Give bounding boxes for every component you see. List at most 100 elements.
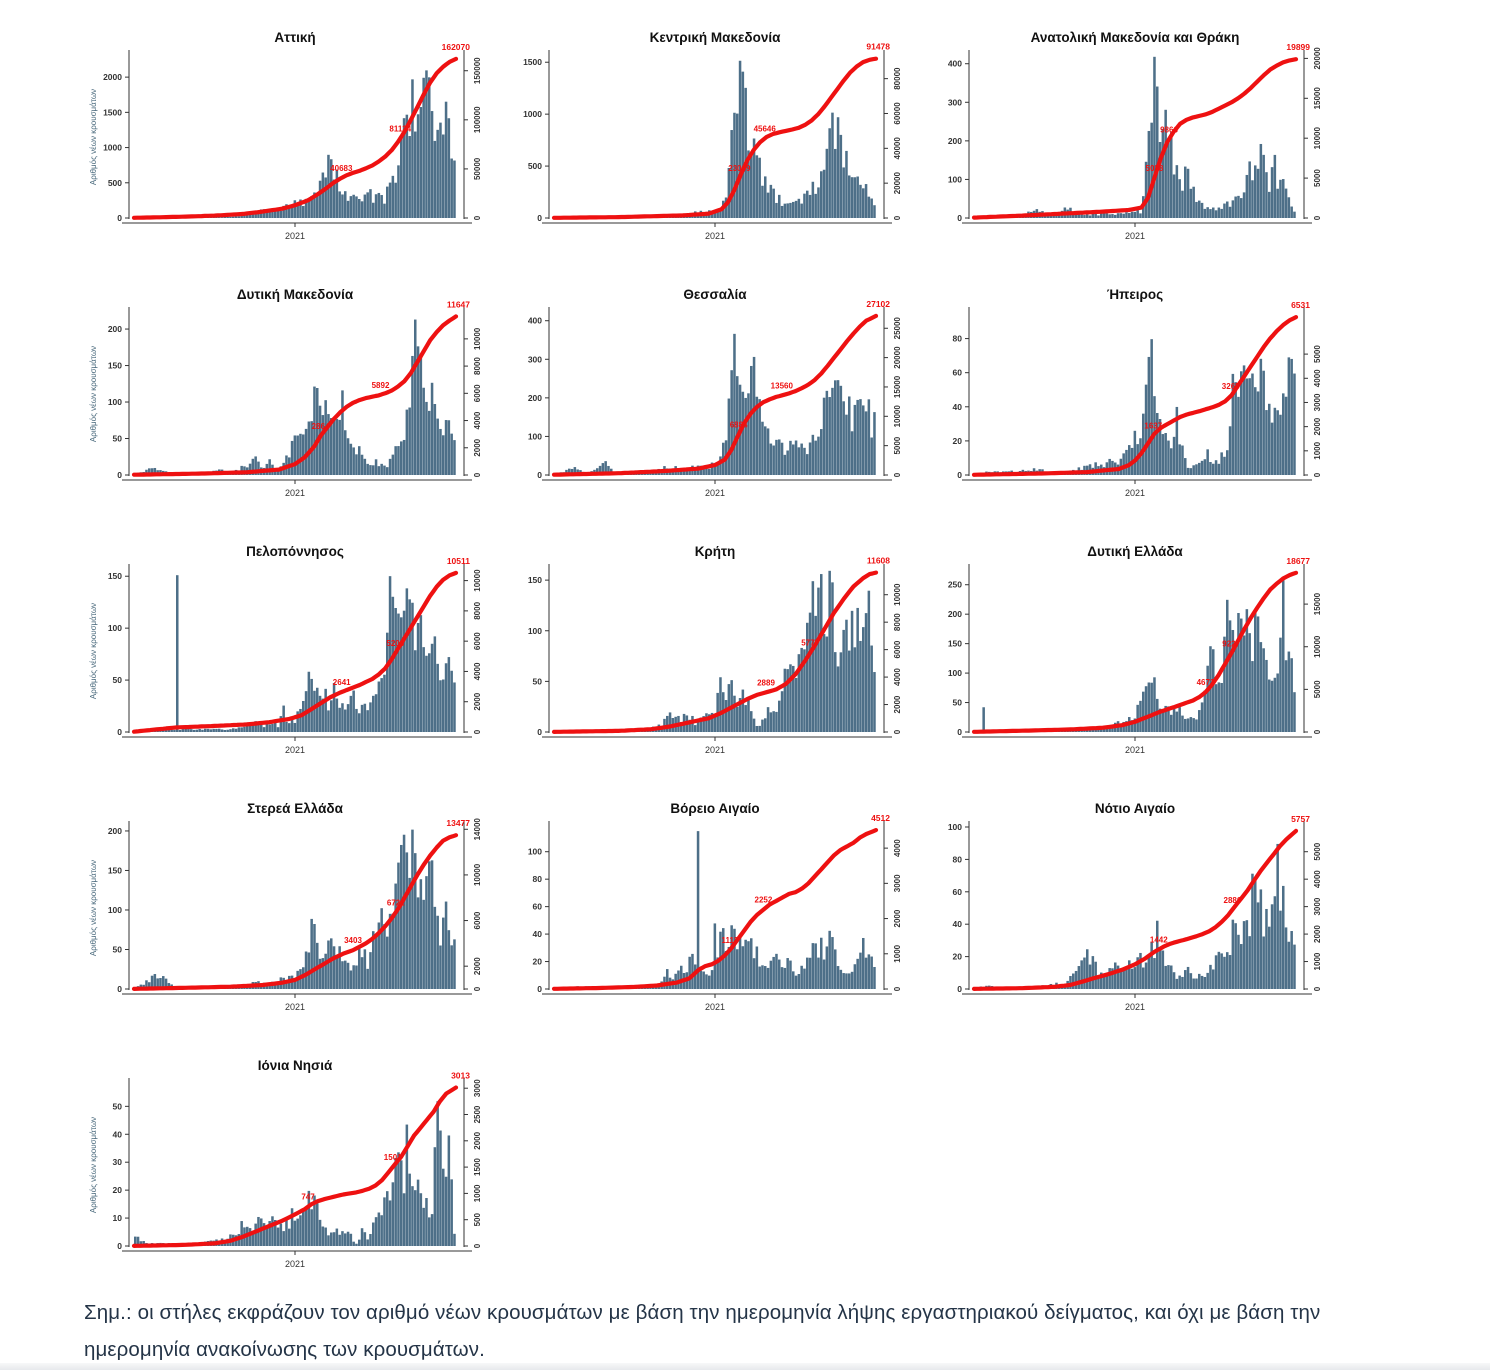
x-tick-label: 2021 <box>285 488 305 498</box>
left-tick-label: 0 <box>117 470 122 480</box>
right-tick-label: 6000 <box>473 632 482 650</box>
left-tick-label: 60 <box>533 902 543 912</box>
line-annotation: 1113 <box>721 936 738 945</box>
cumulative-line <box>971 570 1299 734</box>
line-annotation: 2886 <box>1224 896 1242 905</box>
final-annotation: 91478 <box>866 42 890 52</box>
line-annotations: 1442 2886 <box>1150 896 1242 945</box>
line-annotation: 1637 <box>1144 421 1162 430</box>
chart-svg-thessalia: Θεσσαλία 0 100 200 300 400 0 5000 10000 15000 2000… <box>528 287 902 498</box>
final-annotation: 18677 <box>1286 556 1310 566</box>
right-tick-labels: 0 2000 4000 6000 8000 10000 <box>893 583 902 734</box>
right-tick-label: 3000 <box>1313 897 1322 915</box>
left-tick-label: 400 <box>948 59 962 69</box>
chart-title: Κρήτη <box>695 544 736 559</box>
cumulative-line <box>551 828 879 991</box>
bars <box>134 575 456 732</box>
chart-title: Στερεά Ελλάδα <box>247 801 343 816</box>
right-tick-label: 0 <box>893 729 902 734</box>
cumulative-line <box>131 570 459 734</box>
right-tick-label: 2000 <box>473 438 482 456</box>
line-annotation: 40683 <box>330 164 353 173</box>
cumulative-line <box>131 833 459 991</box>
cumulative-line <box>551 313 879 477</box>
axes <box>962 564 1312 741</box>
right-tick-label: 3000 <box>1313 393 1322 411</box>
line-annotations: 23069 45646 <box>728 125 776 173</box>
line-annotations: 1637 3265 <box>1144 382 1240 430</box>
x-tick-label: 2021 <box>705 745 725 755</box>
chart-cell-peloponnisos: Πελοπόννησος Αριθμός νέων κρουσμάτων 0 50 10… <box>84 540 504 774</box>
bars <box>562 60 876 219</box>
line-annotation: 6722 <box>387 898 405 907</box>
right-tick-label: 100000 <box>473 106 482 133</box>
chart-svg-notio-aigaio: Νότιο Αιγαίο0204060801000100020003000400… <box>948 801 1322 1012</box>
y-axis-title: Αριθμός νέων κρουσμάτων <box>89 346 98 442</box>
final-annotation: 5757 <box>1291 814 1310 824</box>
right-tick-label: 0 <box>893 986 902 991</box>
right-tick-label: 0 <box>893 472 902 477</box>
left-tick-label: 0 <box>957 470 962 480</box>
line-annotation: 2641 <box>333 678 351 687</box>
left-tick-label: 0 <box>537 727 542 737</box>
right-tick-label: 10000 <box>893 583 902 606</box>
chart-title: Δυτική Μακεδονία <box>237 287 354 302</box>
line-annotation: 45646 <box>754 125 777 134</box>
cumulative-line <box>131 1085 459 1248</box>
chart-svg-anatoliki-makedonia-thraki: Ανατολική Μακεδονία και Θράκη 0 100 200 300 4… <box>948 30 1322 241</box>
axes <box>122 307 472 484</box>
right-tick-label: 2000 <box>893 909 902 927</box>
chart-title: Νότιο Αιγαίο <box>1095 801 1175 816</box>
right-tick-label: 2000 <box>473 1131 482 1149</box>
line-annotation: 6884 <box>730 421 748 430</box>
left-tick-label: 1000 <box>523 109 542 119</box>
right-tick-label: 0 <box>473 472 482 477</box>
cumulative-line <box>971 828 1299 991</box>
right-tick-label: 14000 <box>473 818 482 841</box>
right-tick-label: 500 <box>473 1212 482 1226</box>
left-tick-label: 0 <box>537 984 542 994</box>
right-tick-label: 5000 <box>1313 842 1322 860</box>
line-annotation: 2252 <box>755 896 773 905</box>
left-tick-labels: 0 10 20 30 40 50 <box>113 1101 123 1251</box>
x-tick-label: 2021 <box>1125 231 1145 241</box>
left-tick-label: 0 <box>117 213 122 223</box>
left-tick-label: 150 <box>108 361 122 371</box>
left-tick-label: 200 <box>948 609 962 619</box>
chart-cell-attiki: Αττική Αριθμός νέων κρουσμάτων 0 500 1000 150… <box>84 26 504 260</box>
right-tick-label: 2000 <box>1313 925 1322 943</box>
right-tick-label: 4000 <box>473 411 482 429</box>
left-tick-label: 200 <box>108 826 122 836</box>
left-tick-label: 300 <box>948 97 962 107</box>
right-tick-label: 60000 <box>893 102 902 125</box>
left-tick-label: 200 <box>528 393 542 403</box>
left-tick-label: 500 <box>528 161 542 171</box>
left-tick-labels: 0 100 200 300 400 <box>528 316 542 480</box>
left-tick-label: 150 <box>108 865 122 875</box>
left-tick-label: 0 <box>537 213 542 223</box>
line-annotation: 23069 <box>728 164 751 173</box>
right-tick-label: 40000 <box>893 137 902 160</box>
chart-title: Ανατολική Μακεδονία και Θράκη <box>1031 30 1240 45</box>
y-axis-title: Αριθμός νέων κρουσμάτων <box>89 1117 98 1213</box>
right-tick-labels: 0 2000 4000 6000 8000 10000 <box>473 569 482 734</box>
left-tick-label: 0 <box>957 213 962 223</box>
right-tick-label: 3000 <box>473 1079 482 1097</box>
line-annotations: 40683 81134 <box>330 124 412 173</box>
line-annotation: 2889 <box>757 678 775 687</box>
axes <box>962 50 1312 227</box>
x-tick-label: 2021 <box>705 231 725 241</box>
left-tick-label: 500 <box>108 178 122 188</box>
right-tick-label: 15000 <box>893 375 902 398</box>
line-annotations: 2889 5777 <box>757 639 820 688</box>
line-annotation: 9227 <box>1222 639 1240 648</box>
bars <box>554 831 876 989</box>
left-tick-label: 30 <box>113 1157 123 1167</box>
left-tick-label: 0 <box>117 1241 122 1251</box>
line-annotations: 6884 13560 <box>730 381 794 429</box>
left-tick-labels: 0 500 1000 1500 <box>523 57 542 223</box>
x-tick-label: 2021 <box>285 1002 305 1012</box>
right-tick-label: 0 <box>473 986 482 991</box>
line-annotations: 747 1501 <box>301 1153 402 1202</box>
left-tick-label: 10 <box>113 1213 123 1223</box>
